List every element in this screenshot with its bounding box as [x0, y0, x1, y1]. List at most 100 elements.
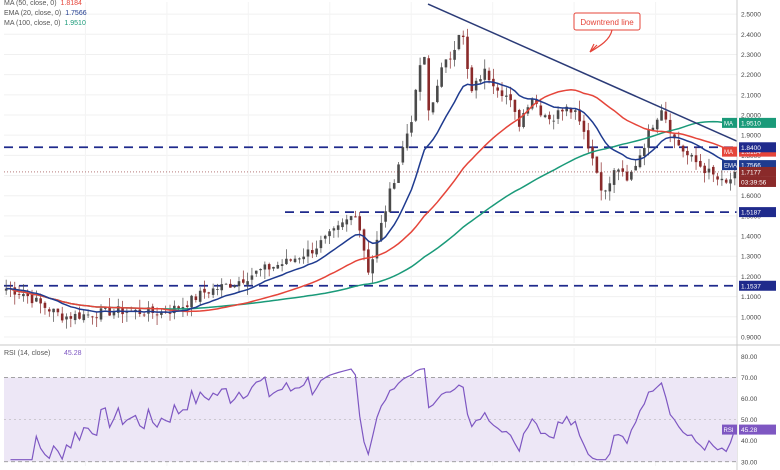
candle-body: [250, 275, 254, 280]
countdown-tag-bg: [739, 176, 776, 187]
candle-body: [440, 67, 443, 87]
candle-body: [242, 279, 245, 283]
candle-body: [513, 99, 517, 112]
candle-body: [293, 258, 297, 263]
candle-body: [78, 312, 81, 319]
candle-body: [470, 67, 474, 92]
candle-body: [177, 306, 180, 309]
candle-body: [664, 111, 668, 120]
candle-body: [733, 171, 737, 179]
candle-body: [612, 170, 616, 185]
candle-body: [194, 296, 198, 300]
candle-body: [86, 314, 90, 316]
candle-body: [263, 264, 267, 270]
moving-averages: [6, 81, 736, 313]
candle-body: [302, 256, 305, 260]
candle-body: [91, 316, 94, 318]
candle-body: [185, 305, 189, 308]
level-tag-1840-bg: [739, 142, 776, 153]
candle-body: [142, 314, 146, 316]
ma100-tag-value-bg: [739, 117, 776, 128]
price-tick-label: 0.9000: [741, 334, 761, 341]
candle-body: [496, 87, 499, 91]
candle-body: [410, 122, 413, 133]
price-tick-label: 1.6000: [741, 193, 761, 200]
candle-body: [483, 68, 487, 80]
price-tick-label: 2.5000: [741, 12, 761, 19]
rsi-tag-value: 45.28: [741, 427, 758, 434]
price-tick-label: 2.4000: [741, 32, 761, 39]
candle-body: [224, 283, 228, 285]
annotation-arrow: [589, 29, 613, 53]
candle-body: [349, 216, 353, 221]
rsi-tag-bg: [739, 424, 776, 435]
price-tick-label: 2.2000: [741, 72, 761, 79]
candle-body: [638, 155, 642, 168]
candle-body: [418, 65, 422, 92]
annotation-label: Downtrend line: [580, 18, 634, 27]
candle-body: [52, 308, 55, 313]
rsi-tick-label: 40.00: [741, 438, 758, 445]
candle-body: [617, 169, 620, 172]
price-tick-label: 2.0000: [741, 112, 761, 119]
candle-body: [643, 147, 646, 157]
candle-body: [578, 109, 581, 122]
level-tag-1153-bg: [739, 280, 776, 291]
candle-body: [272, 266, 275, 269]
candle-body: [207, 292, 211, 294]
rsi-axis: 80.00 70.00 60.00 50.00 40.00 30.00 RSI 45.28: [722, 354, 776, 466]
candle-body: [707, 168, 711, 173]
rsi-title-label: RSI (14, close): [4, 350, 50, 357]
level-tag-1518-bg: [739, 207, 776, 218]
level-tag-1153: 1.1537: [741, 283, 761, 290]
candle-body: [388, 188, 392, 212]
rsi-tick-label: 80.00: [741, 354, 758, 361]
candle-body: [203, 288, 206, 293]
candle-body: [35, 297, 38, 302]
candle-body: [565, 106, 568, 112]
downtrend-line: [427, 3, 738, 142]
rsi-title-value: 45.28: [64, 350, 82, 357]
candle-body: [604, 190, 607, 192]
level-tag-1518: 1.5187: [741, 210, 761, 217]
candle-body: [358, 216, 362, 231]
candle-body: [17, 294, 21, 295]
candle-body: [99, 308, 103, 320]
candle-body: [405, 133, 409, 149]
countdown-tag: 03:39:56: [741, 179, 767, 186]
current-price-tag-bg: [739, 166, 776, 177]
candle-body: [276, 264, 280, 269]
candle-body: [453, 49, 456, 60]
downtrend-annotation: Downtrend line: [573, 12, 641, 53]
candle-body: [229, 283, 232, 288]
ma100-tag-chip: [722, 117, 737, 128]
candle-body: [423, 56, 426, 65]
candle-body: [487, 70, 491, 81]
candle-body: [26, 293, 30, 297]
ma50-tag-value: 1.8184: [741, 149, 761, 156]
legend-value: 1.9510: [64, 20, 86, 27]
candle-body: [716, 176, 719, 180]
ema20-line: [6, 81, 735, 313]
candle-body: [461, 35, 465, 38]
rsi-tick-label: 30.00: [741, 459, 758, 466]
candle-body: [539, 105, 543, 116]
candle-body: [729, 179, 732, 184]
rsi-grid: [4, 377, 737, 463]
candle-body: [466, 36, 469, 70]
candle-body: [655, 119, 659, 130]
candle-body: [530, 98, 534, 109]
ema20-tag-label: EMA: [724, 164, 737, 170]
candle-body: [375, 239, 379, 259]
price-tick-label: 1.9000: [741, 133, 761, 140]
downtrend-line-segment: [427, 3, 738, 142]
candles: [4, 28, 737, 329]
candle-body: [315, 248, 318, 255]
candle-body: [160, 311, 163, 315]
candle-body: [43, 302, 47, 308]
candle-body: [151, 306, 155, 313]
candle-body: [431, 102, 435, 113]
candle-body: [552, 120, 556, 122]
candle-body: [621, 168, 625, 172]
